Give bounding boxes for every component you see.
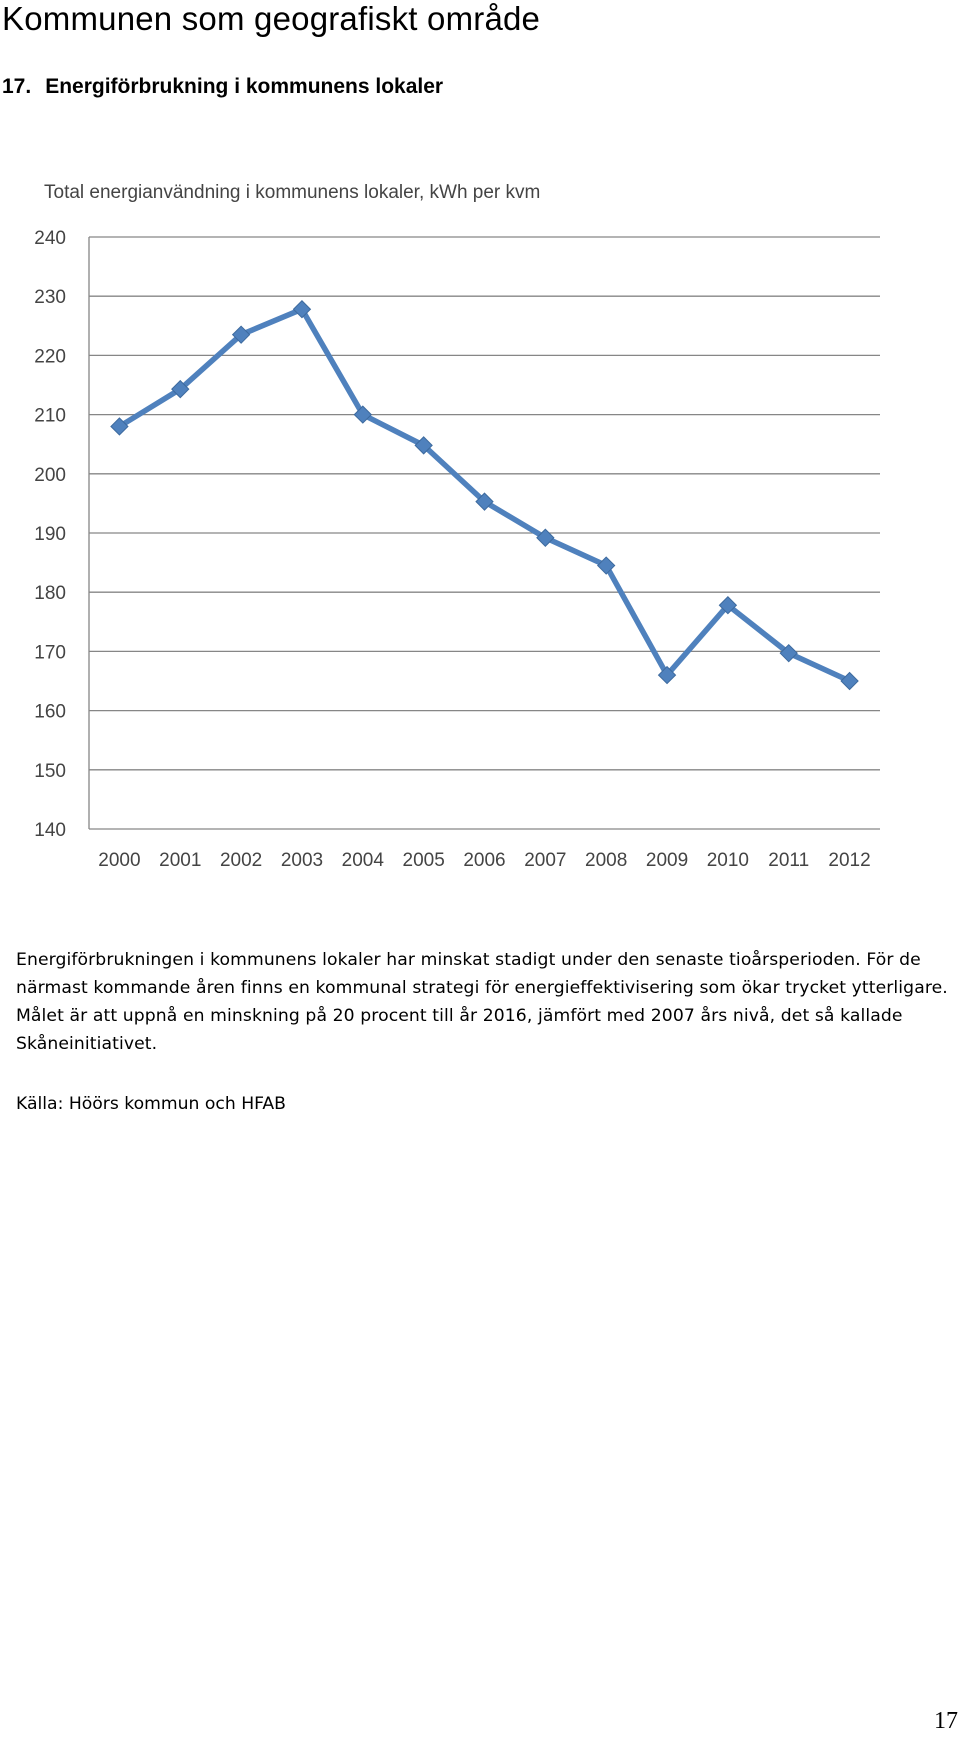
x-tick-label: 2004 (342, 850, 385, 871)
y-tick-label: 190 (34, 524, 66, 545)
x-tick-label: 2003 (281, 850, 323, 871)
y-tick-label: 200 (34, 465, 66, 486)
data-point-marker (536, 528, 555, 547)
data-point-marker (840, 671, 859, 691)
data-point-marker (657, 665, 677, 685)
body-paragraph: Energiförbrukningen i kommunens lokaler … (16, 950, 948, 1054)
page-title: Kommunen som geografiskt område (2, 0, 541, 37)
data-point-marker (231, 325, 251, 344)
x-tick-label: 2000 (98, 850, 140, 871)
gridlines (88, 236, 880, 830)
y-tick-label: 150 (34, 761, 66, 782)
x-tick-label: 2005 (403, 850, 445, 871)
x-tick-label: 2011 (768, 850, 809, 871)
y-tick-label: 170 (34, 642, 66, 663)
y-tick-label: 210 (34, 406, 66, 427)
x-tick-label: 2002 (220, 850, 262, 871)
section-title: Energiförbrukning i kommunens lokaler (45, 75, 444, 98)
y-tick-label: 230 (34, 287, 66, 308)
data-point-marker (414, 436, 433, 455)
data-series (110, 300, 859, 691)
x-tick-label: 2007 (524, 850, 566, 871)
x-tick-label: 2009 (646, 850, 688, 871)
x-tick-label: 2008 (585, 850, 627, 871)
x-tick-label: 2010 (707, 850, 749, 871)
data-point-marker (596, 556, 616, 575)
section-number: 17. (2, 75, 32, 98)
y-tick-label: 220 (34, 346, 66, 367)
data-point-marker (110, 417, 129, 436)
y-tick-label: 140 (34, 820, 66, 841)
data-point-marker (171, 379, 190, 399)
data-point-marker (292, 300, 312, 319)
data-point-marker (779, 643, 798, 663)
energy-line-chart: Total energianvändning i kommunens lokal… (34, 182, 880, 871)
source-note: Källa: Höörs kommun och HFAB (16, 1094, 286, 1114)
y-tick-label: 240 (34, 228, 66, 249)
page-number: 17 (934, 1708, 958, 1734)
data-point-marker (718, 596, 738, 615)
x-tick-label: 2012 (828, 850, 870, 871)
x-tick-label: 2001 (159, 850, 201, 871)
x-axis-ticks: 2000 2001 2002 2003 2004 2005 2006 2007 2008 2009… (98, 850, 870, 871)
chart-title: Total energianvändning i kommunens lokal… (44, 182, 540, 203)
y-tick-label: 160 (34, 702, 66, 723)
data-point-marker (353, 405, 373, 424)
y-axis-ticks: 140 150 160 170 180 190 200 210 220 230 240 (34, 228, 66, 841)
x-tick-label: 2006 (463, 850, 505, 871)
y-tick-label: 180 (34, 583, 66, 604)
data-point-marker (475, 492, 494, 511)
section-heading: 17. Energiförbrukning i kommunens lokaler (2, 75, 443, 99)
